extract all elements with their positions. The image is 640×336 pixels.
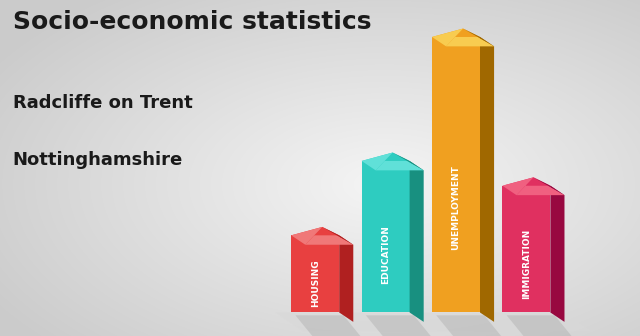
Polygon shape [507,315,572,336]
Text: IMMIGRATION: IMMIGRATION [522,229,531,299]
Polygon shape [446,29,494,46]
Polygon shape [463,29,494,46]
Polygon shape [296,315,360,336]
Text: HOUSING: HOUSING [310,259,320,307]
Polygon shape [275,312,591,331]
Polygon shape [305,227,353,245]
Polygon shape [291,235,339,312]
Polygon shape [323,227,353,245]
Polygon shape [436,315,501,336]
Polygon shape [534,177,564,195]
Polygon shape [291,227,339,235]
Polygon shape [502,177,534,195]
Polygon shape [362,161,410,312]
Text: EDUCATION: EDUCATION [381,225,390,284]
Text: Nottinghamshire: Nottinghamshire [13,151,183,169]
Polygon shape [432,29,480,37]
Polygon shape [291,227,323,245]
Polygon shape [502,177,550,186]
Polygon shape [516,177,564,195]
Polygon shape [362,153,410,161]
Polygon shape [502,186,550,312]
Text: Radcliffe on Trent: Radcliffe on Trent [13,94,193,112]
Polygon shape [432,37,480,312]
Polygon shape [393,153,424,170]
Text: UNEMPLOYMENT: UNEMPLOYMENT [451,165,461,250]
Polygon shape [366,315,431,336]
Polygon shape [339,235,353,322]
Polygon shape [362,153,393,170]
Text: Socio-economic statistics: Socio-economic statistics [13,10,371,34]
Polygon shape [410,161,424,322]
Polygon shape [550,186,564,322]
Polygon shape [480,37,494,322]
Polygon shape [376,153,424,170]
Polygon shape [432,29,463,46]
